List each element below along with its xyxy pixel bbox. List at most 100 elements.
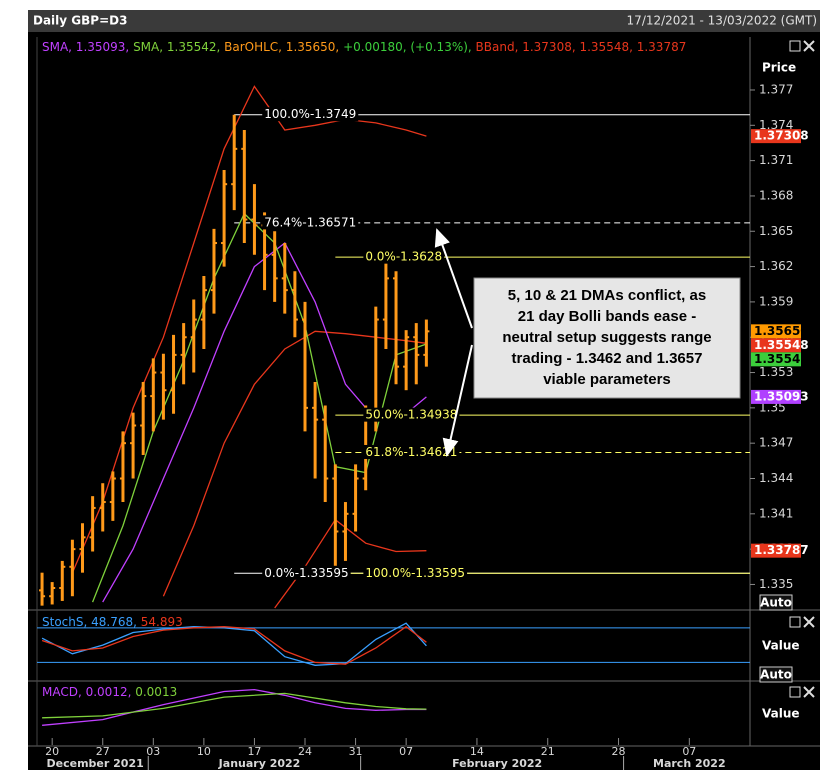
x-tick-label: 07 <box>399 745 413 758</box>
y-tick-label: 1.374 <box>759 118 793 132</box>
auto-button <box>759 594 793 611</box>
fib-label-bg <box>262 215 359 230</box>
indicator-line <box>42 692 427 719</box>
annotation: 5, 10 & 21 DMAs conflict, as 21 day Bolli… <box>434 228 741 457</box>
annotation-line: 5, 10 & 21 DMAs conflict, as <box>508 287 706 304</box>
price-badge-label: 1.35548 <box>754 338 809 352</box>
legend-item: BarOHLC, 1.35650, <box>224 40 343 54</box>
fib-label: 61.8%-1.34621 <box>365 445 457 459</box>
y-tick-label: 1.335 <box>759 577 793 591</box>
restore-icon[interactable] <box>789 686 801 698</box>
fib-label-bg <box>363 444 460 459</box>
header-range: 17/12/2021 - 13/03/2022 (GMT) <box>627 14 817 28</box>
indicator-line <box>41 622 427 666</box>
x-tick-label: 27 <box>96 745 110 758</box>
price-badge <box>751 129 801 144</box>
legend-item: StochS, 48.768, <box>42 615 141 629</box>
axis-label: Value <box>762 639 800 653</box>
x-tick-label: 03 <box>146 745 160 758</box>
price-badge <box>751 324 801 339</box>
indicator-line <box>162 330 427 597</box>
price-badge <box>751 338 801 353</box>
fib-label: 0.0%-1.3628 <box>365 250 442 264</box>
legend-item: BBand, 1.37308, 1.35548, 1.33787 <box>476 40 687 54</box>
auto-label: Auto <box>760 668 792 682</box>
arrow <box>442 344 473 457</box>
y-tick-label: 1.341 <box>759 506 793 520</box>
price-badge-label: 1.37308 <box>754 129 809 143</box>
legend-item: 54.893 <box>141 615 183 629</box>
indicator-line <box>71 85 427 573</box>
fib-label-bg <box>262 565 351 580</box>
y-tick-label: 1.362 <box>759 259 793 273</box>
legend: MACD, 0.0012, 0.0013 <box>42 685 177 699</box>
auto-label: Auto <box>760 596 792 610</box>
y-tick-label: 1.344 <box>759 471 793 485</box>
x-tick-label: 24 <box>298 745 312 758</box>
y-tick-label: 1.371 <box>759 153 793 167</box>
x-tick-label: 17 <box>247 745 261 758</box>
annotation-line: viable parameters <box>543 371 671 388</box>
annotation-line: trading - 1.3462 and 1.3657 <box>512 350 703 367</box>
fib-label: 0.0%-1.33595 <box>264 566 348 580</box>
close-icon[interactable] <box>803 686 815 698</box>
month-label: March 2022 <box>653 757 726 770</box>
legend-item: +0.00180, (+0.13%), <box>343 40 475 54</box>
fib-label: 50.0%-1.34938 <box>365 408 457 422</box>
annotation-line: neutral setup suggests range <box>502 329 711 346</box>
price-badge-label: 1.35650 <box>754 324 809 338</box>
y-tick-label: 1.353 <box>759 365 793 379</box>
month-label: February 2022 <box>452 757 542 770</box>
fib-label-bg <box>363 407 460 422</box>
window-icons <box>789 40 815 698</box>
legend-item: MACD, 0.0012, <box>42 685 135 699</box>
y-tick-label: 1.377 <box>759 82 793 96</box>
header-title: Daily GBP=D3 <box>33 14 127 28</box>
price-badge-label: 1.35542 <box>754 352 809 366</box>
legend-item: SMA, 1.35542, <box>133 40 224 54</box>
month-label: December 2021 <box>47 757 144 770</box>
annotation-line: 21 day Bolli bands ease - <box>518 308 696 325</box>
close-icon[interactable] <box>803 616 815 628</box>
axis-label: Value <box>762 707 800 721</box>
arrow <box>434 228 473 329</box>
header-bar <box>28 10 820 32</box>
legend: StochS, 48.768, 54.893 <box>42 615 183 629</box>
restore-icon[interactable] <box>789 616 801 628</box>
fib-label-bg <box>262 107 359 122</box>
month-label: January 2022 <box>218 757 301 770</box>
price-badge-label: 1.35093 <box>754 389 809 403</box>
fib-label: 100.0%-1.33595 <box>365 566 465 580</box>
x-tick-label: 31 <box>349 745 363 758</box>
y-tick-label: 1.347 <box>759 436 793 450</box>
legend-item: SMA, 1.35093, <box>42 40 133 54</box>
y-tick-label: 1.359 <box>759 294 793 308</box>
x-tick-label: 20 <box>45 745 59 758</box>
indicator-line <box>41 625 427 665</box>
x-tick-label: 14 <box>470 745 484 758</box>
y-tick-label: 1.365 <box>759 224 793 238</box>
restore-icon[interactable] <box>789 40 801 52</box>
price-badge <box>751 389 801 404</box>
fib-label-bg <box>363 249 445 264</box>
fib-label: 100.0%-1.3749 <box>264 107 356 121</box>
close-icon[interactable] <box>803 40 815 52</box>
x-tick-label: 07 <box>682 745 696 758</box>
y-tick-label: 1.368 <box>759 188 793 202</box>
x-tick-label: 10 <box>197 745 211 758</box>
fib-label: 76.4%-1.36571 <box>264 215 356 229</box>
layers: 1.377 1.374 1.371 1.368 1.365 1.362 1.359 1.356… <box>28 37 820 770</box>
auto-button <box>759 666 793 683</box>
indicator-line <box>42 688 427 726</box>
fib-label-bg <box>363 565 468 580</box>
price-badge <box>751 352 801 367</box>
legend: SMA, 1.35093, SMA, 1.35542, BarOHLC, 1.3… <box>42 40 686 54</box>
price-badge-label: 1.33787 <box>754 543 809 557</box>
x-tick-label: 28 <box>612 745 626 758</box>
legend-bar <box>38 38 749 55</box>
price-badge <box>751 543 801 558</box>
legend-item: 0.0013 <box>135 685 177 699</box>
annotation-box <box>473 277 741 399</box>
x-tick-label: 21 <box>541 745 555 758</box>
